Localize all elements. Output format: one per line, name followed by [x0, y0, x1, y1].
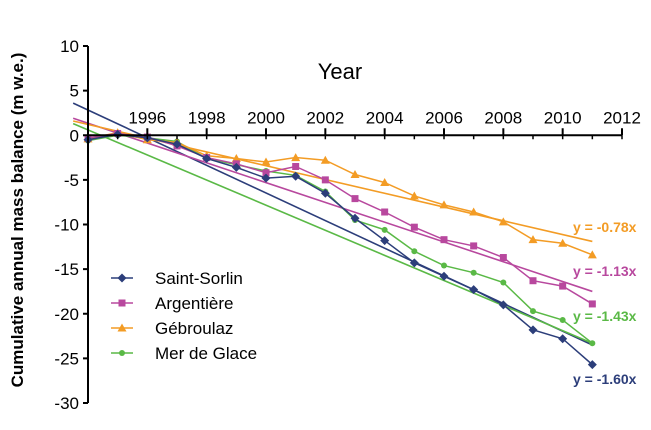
series-mer-de-glace	[85, 132, 596, 347]
data-point	[409, 258, 419, 268]
data-point	[321, 176, 329, 184]
data-point	[440, 236, 448, 244]
data-point	[291, 171, 301, 181]
series-line	[87, 132, 593, 305]
series-line	[87, 131, 593, 256]
legend-marker	[118, 299, 126, 307]
legend-entry: Mer de Glace	[111, 344, 257, 363]
data-point	[231, 162, 241, 172]
series-line	[87, 133, 593, 366]
data-point	[470, 242, 478, 250]
data-point	[320, 188, 330, 198]
data-point	[469, 207, 479, 216]
trend-line	[72, 117, 593, 293]
data-point	[351, 195, 359, 203]
data-point	[469, 285, 479, 295]
data-point	[589, 340, 596, 347]
data-point	[381, 226, 388, 233]
y-axis-title: Cumulative annual mass balance (m w.e.)	[8, 53, 27, 388]
trend-line	[72, 122, 593, 344]
data-point	[558, 238, 568, 247]
legend-label: Mer de Glace	[155, 344, 257, 363]
data-point	[381, 208, 389, 216]
data-point	[409, 191, 419, 200]
data-point	[261, 173, 271, 183]
data-point	[500, 279, 507, 286]
legend-label: Gébroulaz	[155, 319, 233, 338]
legend-entry: Gébroulaz	[111, 319, 233, 338]
legend-label: Saint-Sorlin	[155, 269, 243, 288]
x-tick-label: 2010	[544, 108, 582, 127]
y-tick-label: -10	[54, 216, 79, 235]
data-point	[587, 250, 597, 259]
y-tick-label: -5	[64, 171, 79, 190]
data-point	[498, 300, 508, 310]
data-point	[261, 157, 271, 166]
data-point	[559, 282, 567, 290]
legend-marker	[117, 273, 127, 283]
data-point	[587, 360, 597, 370]
axes: 10 5 0 -5 -10 -15 -20 -25 -30 1996 1998 2000 2002 200…	[54, 37, 640, 413]
data-point	[441, 262, 447, 269]
data-point	[528, 325, 538, 335]
y-tick-label: 0	[70, 126, 79, 145]
trend-equation-label: y = -1.43x	[573, 308, 637, 324]
data-series	[83, 128, 597, 370]
data-point	[530, 308, 536, 315]
data-point	[380, 236, 390, 246]
data-point	[528, 235, 538, 244]
data-point	[292, 162, 300, 170]
data-point	[350, 213, 360, 223]
y-tick-label: 5	[70, 82, 79, 101]
data-point	[320, 155, 330, 164]
x-tick-label: 2002	[306, 108, 344, 127]
x-tick-label: 1996	[128, 108, 166, 127]
data-point	[380, 178, 390, 187]
data-point	[559, 316, 566, 323]
legend: Saint-Sorlin Argentière Gébroulaz Mer de Gl…	[111, 269, 257, 363]
trend-equation-label: y = -0.78x	[573, 219, 637, 235]
data-point	[529, 277, 537, 285]
data-point	[499, 254, 507, 262]
data-point	[172, 139, 182, 149]
x-tick-label: 2000	[247, 108, 285, 127]
x-axis-title: Year	[318, 59, 362, 84]
data-point	[231, 153, 241, 162]
data-point	[498, 217, 508, 226]
legend-entry: Saint-Sorlin	[111, 269, 243, 288]
data-point	[291, 153, 301, 162]
legend-label: Argentière	[155, 294, 233, 313]
y-tick-label: -30	[54, 394, 79, 413]
x-tick-label: 2008	[484, 108, 522, 127]
series-saint-sorlin	[83, 129, 597, 370]
trend-equation-label: y = -1.13x	[573, 263, 637, 279]
data-point	[410, 223, 418, 231]
data-point	[411, 248, 418, 255]
data-point	[588, 300, 596, 308]
x-tick-label: 2004	[366, 108, 404, 127]
x-tick-label: 2012	[603, 108, 641, 127]
y-tick-label: 10	[60, 37, 79, 56]
y-tick-label: -15	[54, 260, 79, 279]
y-tick-label: -20	[54, 305, 79, 324]
data-point	[350, 170, 360, 179]
data-point	[439, 271, 449, 281]
legend-entry: Argentière	[111, 294, 233, 313]
data-point	[439, 200, 449, 209]
legend-marker	[119, 350, 125, 356]
trend-labels: y = -1.60x y = -1.13x y = -0.78x y = -1.43x	[573, 219, 637, 387]
data-point	[262, 169, 270, 177]
x-tick-label: 1998	[188, 108, 226, 127]
data-point	[202, 153, 212, 163]
y-tick-label: -25	[54, 349, 79, 368]
trend-equation-label: y = -1.60x	[573, 371, 637, 387]
data-point	[470, 269, 477, 276]
data-point	[558, 334, 568, 344]
x-tick-label: 2006	[425, 108, 463, 127]
legend-marker	[117, 323, 127, 332]
